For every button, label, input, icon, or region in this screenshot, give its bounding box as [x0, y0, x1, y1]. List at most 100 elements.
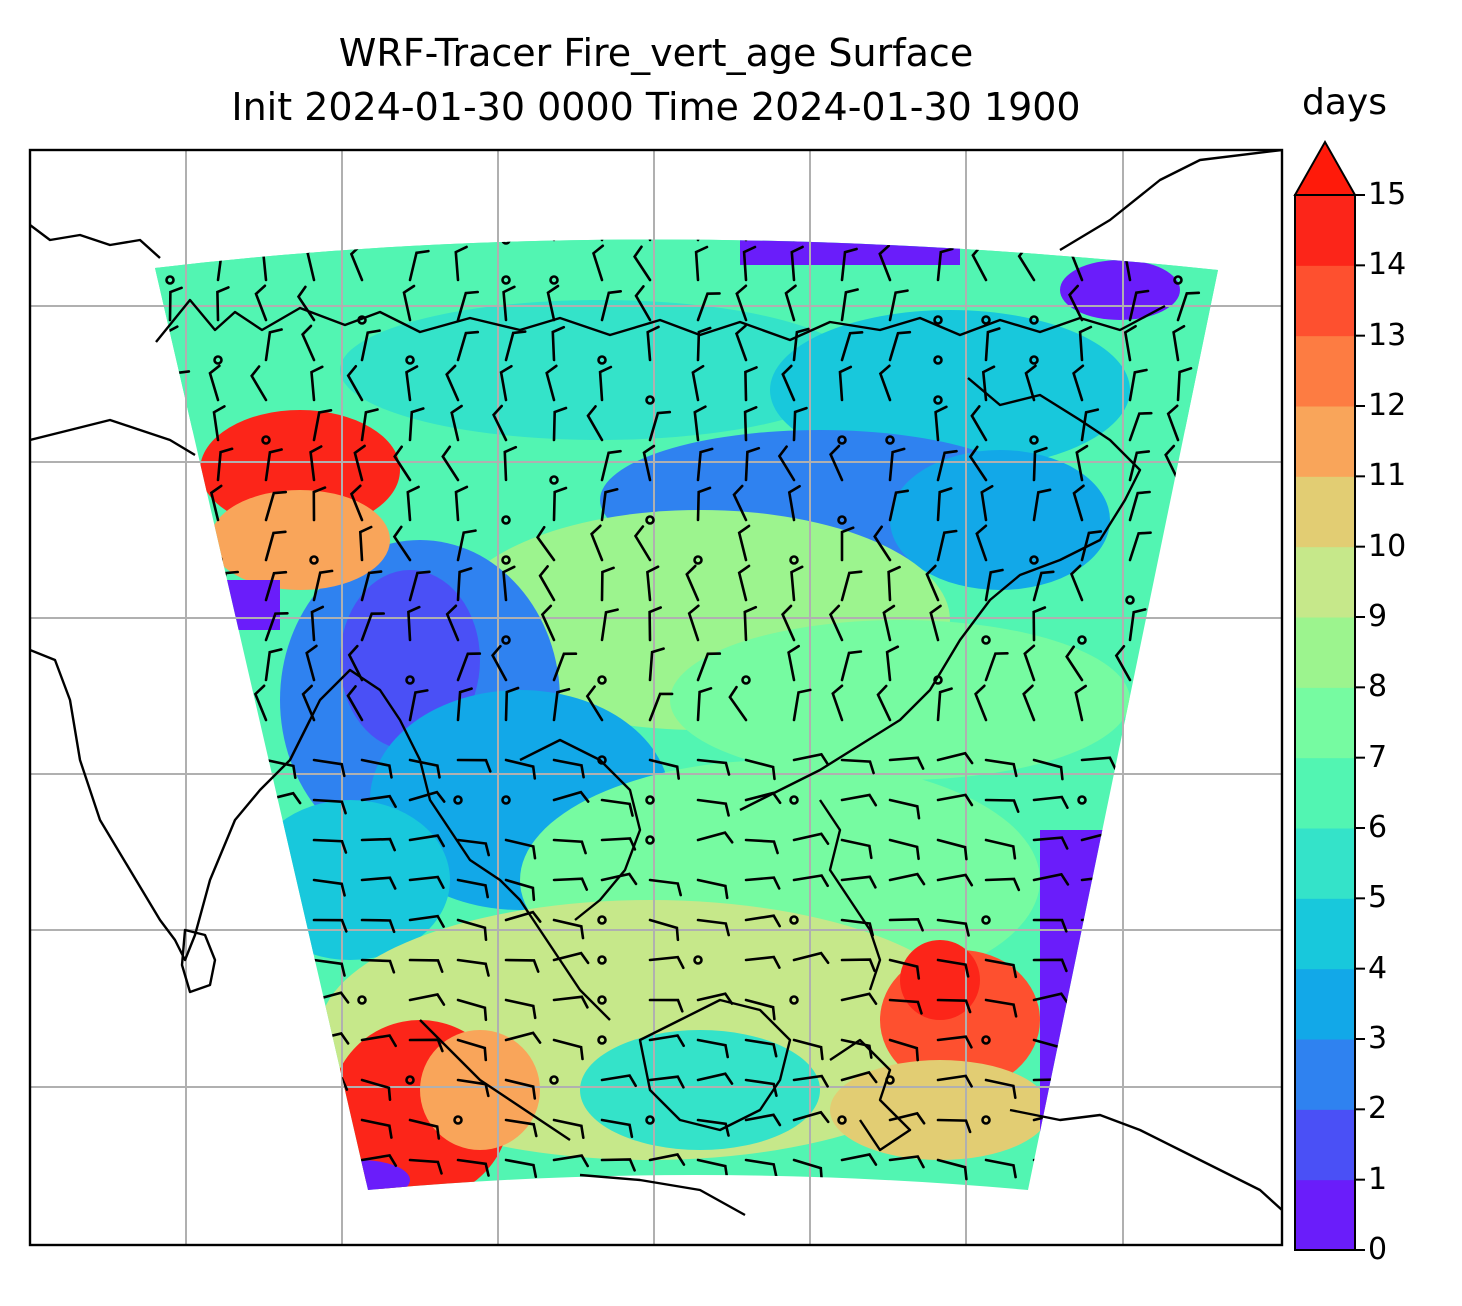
wind-barb: [552, 1154, 589, 1168]
wind-barb: [1032, 606, 1047, 642]
wind-barb: [360, 1153, 398, 1167]
field-region: [670, 620, 1130, 780]
wind-barb: [1074, 684, 1087, 722]
wind-barb: [1072, 484, 1085, 522]
wind-barb: [936, 793, 974, 807]
wind-barb: [360, 1034, 397, 1048]
wind-barb: [696, 758, 731, 776]
wind-barb: [208, 364, 221, 402]
wind-barb: [504, 1078, 537, 1100]
wind-barb: [936, 751, 974, 765]
wind-barb: [1128, 411, 1153, 442]
wind-barb: [1032, 446, 1048, 482]
wind-barb: [936, 687, 953, 722]
wind-barb: [642, 444, 656, 482]
wind-barb: [744, 1158, 778, 1178]
colorbar-tick-label: 8: [1368, 669, 1388, 705]
wind-barb: [831, 684, 844, 722]
wind-barb: [744, 914, 781, 928]
wind-barb: [888, 917, 924, 932]
wind-barb: [1128, 289, 1150, 322]
calm-wind-marker: [693, 955, 703, 965]
wind-barb: [984, 758, 1018, 778]
calm-wind-marker: [453, 795, 463, 805]
wind-barb: [829, 444, 844, 482]
calm-wind-marker: [885, 435, 895, 445]
wind-barb: [1166, 404, 1180, 442]
field-region: [890, 450, 1110, 590]
wind-barb: [600, 872, 638, 886]
calm-wind-marker: [1029, 435, 1039, 445]
calm-wind-marker: [645, 835, 655, 845]
calm-wind-marker: [981, 635, 991, 645]
wind-barb: [970, 405, 988, 442]
wind-barb: [441, 445, 460, 482]
wind-barb: [792, 752, 830, 766]
wind-barb: [925, 564, 940, 602]
calm-wind-marker: [885, 1075, 895, 1085]
field-region: [340, 300, 860, 440]
wind-barb: [360, 570, 383, 602]
colorbar-tick-label: 3: [1368, 1021, 1388, 1056]
wind-barb: [264, 648, 283, 682]
wind-barb: [407, 605, 421, 642]
age-field: [155, 239, 1218, 1191]
colorbar-ticks: [1355, 194, 1365, 1251]
colorbar-segment: [1295, 968, 1355, 1040]
colorbar-segment: [1295, 195, 1355, 266]
chart-subtitle: Init 2024-01-30 0000 Time 2024-01-30 190…: [231, 85, 1081, 129]
wind-barb: [648, 1034, 685, 1048]
wind-barb: [691, 364, 705, 402]
wind-barb: [696, 878, 729, 900]
wind-barb: [360, 1118, 393, 1139]
wind-barb: [504, 910, 542, 923]
wind-barb: [360, 958, 396, 974]
calm-wind-marker: [549, 475, 559, 485]
wind-barb: [392, 525, 412, 562]
calm-wind-marker: [405, 1075, 415, 1085]
calm-wind-marker: [1173, 275, 1183, 285]
wind-barb: [504, 998, 537, 1020]
calm-wind-marker: [405, 355, 415, 365]
wind-barb: [586, 405, 604, 442]
wind-barb: [1032, 992, 1070, 1005]
wind-barb: [1128, 450, 1151, 482]
calm-wind-marker: [597, 1035, 607, 1045]
wind-barb: [309, 445, 323, 482]
wind-barb: [744, 876, 781, 890]
wind-barb: [742, 245, 757, 282]
wind-barb: [552, 995, 589, 1009]
wind-barb: [840, 1038, 873, 1059]
wind-barb: [1069, 564, 1084, 602]
wind-barb: [840, 1153, 878, 1166]
wind-barb: [984, 877, 1021, 892]
wind-barb: [264, 490, 288, 522]
wind-barb: [264, 612, 289, 642]
wind-barb: [1032, 918, 1068, 933]
wind-barb: [312, 838, 348, 854]
calm-wind-marker: [981, 315, 991, 325]
wind-barb: [744, 791, 782, 805]
wind-barb: [216, 447, 234, 482]
calm-wind-marker: [789, 915, 799, 925]
wind-barb: [696, 326, 712, 362]
colorbar-segment: [1295, 617, 1355, 688]
wind-barb: [504, 330, 527, 362]
wind-barb: [552, 758, 585, 779]
wind-barb: [310, 365, 324, 402]
wind-barb: [552, 951, 590, 965]
wind-barb: [1080, 756, 1117, 770]
wind-barb: [888, 330, 912, 362]
wind-barb: [264, 570, 288, 602]
wind-barb: [888, 838, 920, 861]
wind-barb: [408, 407, 425, 442]
calm-wind-marker: [837, 515, 847, 525]
wind-barb: [984, 798, 1020, 813]
wind-barb: [504, 958, 540, 973]
wind-barb: [888, 756, 925, 770]
wind-barb: [503, 445, 518, 482]
wind-barb: [1032, 836, 1069, 850]
wind-barb: [600, 488, 619, 522]
wind-barb: [264, 328, 283, 362]
